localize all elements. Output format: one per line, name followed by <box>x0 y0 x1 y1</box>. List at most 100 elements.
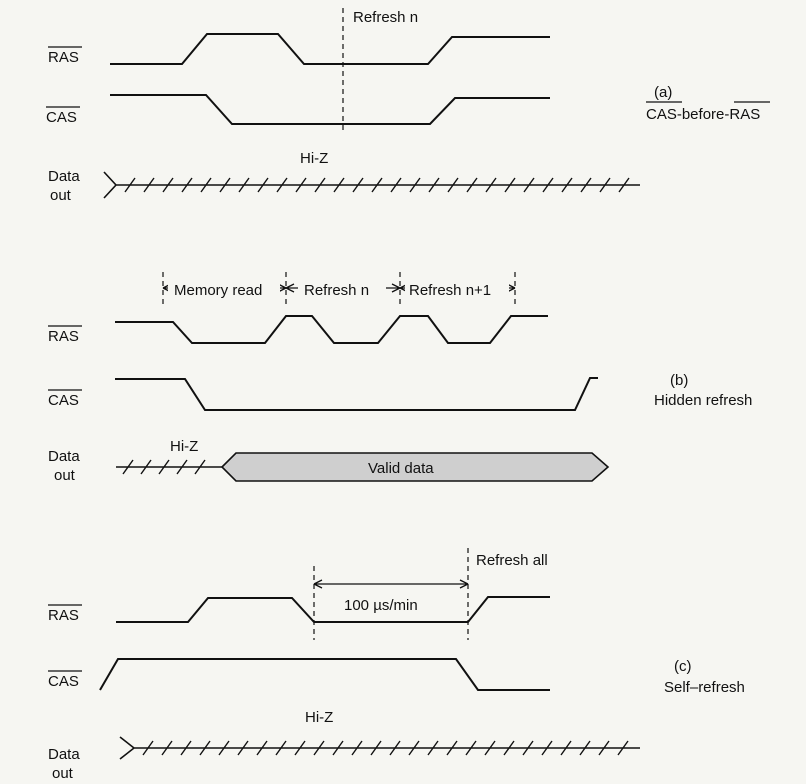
panel-c-hatch-mark-8 <box>294 740 306 756</box>
panel-c-hatch-mark-20 <box>522 740 534 756</box>
panel-c-hatch-mark-22 <box>560 740 572 756</box>
panel-a-hatch-mark-14 <box>390 177 402 193</box>
panel-a-hatch-mark-21 <box>523 177 535 193</box>
panel-a-hatch-mark-10 <box>314 177 326 193</box>
panel-a-hatch-mark-5 <box>219 177 231 193</box>
panel-a-hatch-mark-17 <box>447 177 459 193</box>
panel-c-hatch-mark-16 <box>446 740 458 756</box>
panel-c-hatch-mark-9 <box>313 740 325 756</box>
panel-b-hatch-mark-4 <box>194 459 206 475</box>
panel-b-tag: (b) <box>670 372 688 389</box>
panel-c-hatch-mark-10 <box>332 740 344 756</box>
panel-b-hiz-hatch <box>122 459 206 475</box>
panel-a-hatch-mark-15 <box>409 177 421 193</box>
panel-a-cas-before-ras: RAS CAS Refresh n Hi-Z Data out (a) CAS-… <box>46 8 770 204</box>
panel-a-hatch-mark-16 <box>428 177 440 193</box>
panel-c-ras-label: RAS <box>48 607 79 624</box>
panel-a-hatch-mark-26 <box>618 177 630 193</box>
panel-b-ras-waveform <box>115 315 548 344</box>
panel-a-hatch-mark-8 <box>276 177 288 193</box>
panel-b-refresh-n1-bg <box>405 279 509 299</box>
panel-c-hatch-mark-15 <box>427 740 439 756</box>
panel-a-hatch-mark-0 <box>124 177 136 193</box>
panel-c-refresh-all-label: Refresh all <box>476 552 548 569</box>
panel-a-hatch-mark-25 <box>599 177 611 193</box>
panel-a-hatch-mark-12 <box>352 177 364 193</box>
panel-b-data-label: Data <box>48 448 80 465</box>
panel-b-refresh-n1-label: Refresh n+1 <box>409 282 491 299</box>
panel-c-cas-label: CAS <box>48 673 79 690</box>
panel-a-hatch-mark-13 <box>371 177 383 193</box>
panel-b-cas-waveform <box>115 377 598 411</box>
panel-b-hatch-mark-3 <box>176 459 188 475</box>
panel-a-data-label: Data <box>48 168 80 185</box>
panel-c-hatch-mark-3 <box>199 740 211 756</box>
panel-c-hiz-label: Hi-Z <box>305 709 333 726</box>
panel-a-cas-waveform <box>110 94 550 125</box>
panel-c-hatch-mark-2 <box>180 740 192 756</box>
panel-a-refresh-label: Refresh n <box>353 9 418 26</box>
panel-b-memory-read-label: Memory read <box>174 282 262 299</box>
panel-c-data-bus <box>119 736 640 760</box>
panel-a-hatch-mark-11 <box>333 177 345 193</box>
panel-b-refresh-n-label: Refresh n <box>304 282 369 299</box>
panel-b-cas-label: CAS <box>48 392 79 409</box>
panel-b-hatch-mark-1 <box>140 459 152 475</box>
panel-c-hatch-mark-23 <box>579 740 591 756</box>
panel-c-hatch-mark-25 <box>617 740 629 756</box>
panel-a-hatch-mark-9 <box>295 177 307 193</box>
panel-c-self-refresh: Refresh all 100 µs/min RAS CAS Hi-Z Data… <box>48 548 745 782</box>
panel-c-hatch-mark-11 <box>351 740 363 756</box>
panel-c-hatch-mark-0 <box>142 740 154 756</box>
panel-c-hatch-mark-4 <box>218 740 230 756</box>
panel-b-out-label: out <box>54 467 76 484</box>
panel-b-memory-read-bg <box>168 279 280 299</box>
panel-b-hatch-mark-0 <box>122 459 134 475</box>
panel-c-hatch-mark-7 <box>275 740 287 756</box>
panel-c-ras-waveform <box>116 596 550 623</box>
panel-c-interval-label: 100 µs/min <box>344 597 418 614</box>
panel-a-hatch-mark-7 <box>257 177 269 193</box>
panel-c-data-label: Data <box>48 746 80 763</box>
panel-b-hatch-mark-2 <box>158 459 170 475</box>
panel-c-hatch-mark-19 <box>503 740 515 756</box>
panel-c-hatch-mark-6 <box>256 740 268 756</box>
panel-a-out-label: out <box>50 187 72 204</box>
panel-a-hatch-mark-22 <box>542 177 554 193</box>
panel-a-ras-label: RAS <box>48 49 79 66</box>
panel-c-out-label: out <box>52 765 74 782</box>
panel-c-hatch-mark-12 <box>370 740 382 756</box>
panel-c-interval-bg <box>334 596 444 616</box>
panel-b-hiz-label: Hi-Z <box>170 438 198 455</box>
panel-c-hatch-mark-17 <box>465 740 477 756</box>
panel-a-caption: CAS-before-RAS <box>646 106 760 123</box>
panel-c-hatch-mark-18 <box>484 740 496 756</box>
panel-c-hatch-mark-21 <box>541 740 553 756</box>
panel-a-tag: (a) <box>654 84 672 101</box>
panel-a-hatch-mark-1 <box>143 177 155 193</box>
panel-b-valid-data-region <box>220 452 610 482</box>
panel-a-hatch-mark-20 <box>504 177 516 193</box>
panel-a-ras-waveform <box>110 33 550 65</box>
panel-c-tag: (c) <box>674 658 692 675</box>
panel-c-hiz-hatch <box>142 740 629 756</box>
panel-a-hatch-mark-18 <box>466 177 478 193</box>
panel-a-hatch-mark-2 <box>162 177 174 193</box>
panel-b-hidden-refresh: Memory read Refresh n Refresh n+1 RAS CA… <box>48 272 752 484</box>
panel-a-hiz-hatch <box>124 177 630 193</box>
panel-c-hatch-mark-5 <box>237 740 249 756</box>
panel-b-valid-data-label: Valid data <box>368 460 434 477</box>
panel-a-hatch-mark-4 <box>200 177 212 193</box>
panel-c-cas-waveform <box>99 658 550 691</box>
panel-a-hatch-mark-6 <box>238 177 250 193</box>
panel-b-ras-label: RAS <box>48 328 79 345</box>
panel-c-hatch-mark-1 <box>161 740 173 756</box>
panel-c-interval-arrow <box>313 579 469 589</box>
panel-c-hatch-mark-14 <box>408 740 420 756</box>
panel-a-hatch-mark-24 <box>580 177 592 193</box>
panel-c-hatch-mark-24 <box>598 740 610 756</box>
panel-a-hatch-mark-19 <box>485 177 497 193</box>
panel-b-caption: Hidden refresh <box>654 392 752 409</box>
